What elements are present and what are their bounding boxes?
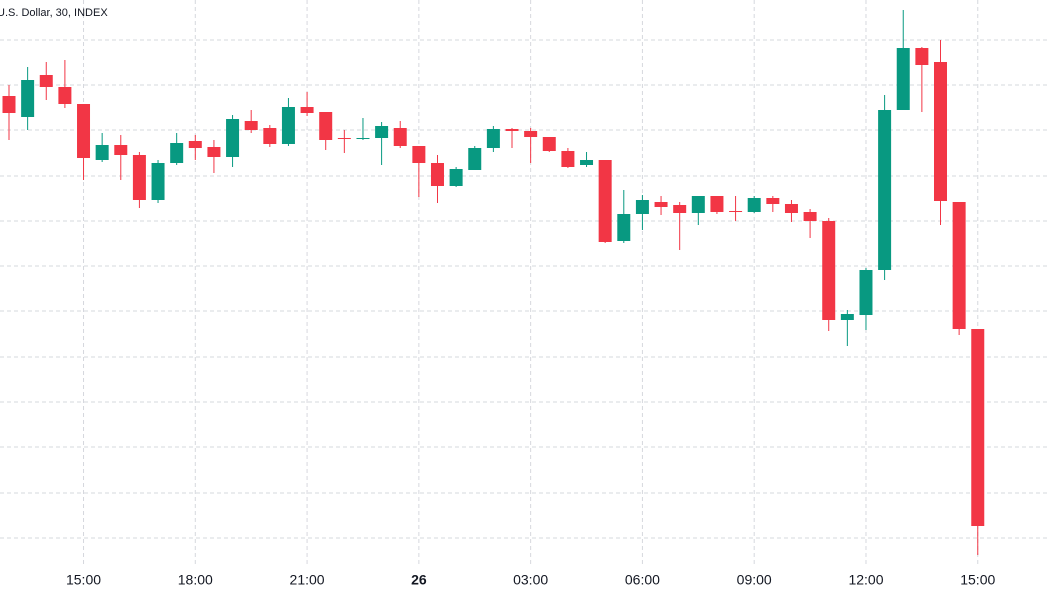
candle-body <box>580 160 594 165</box>
candle-body <box>393 128 407 146</box>
candle-body <box>766 198 780 204</box>
candle-body <box>598 160 612 242</box>
candle-body <box>561 151 575 167</box>
candle-body <box>822 221 836 320</box>
candle-body <box>2 96 16 113</box>
candle-body <box>114 145 128 155</box>
candle-body <box>151 163 165 200</box>
candle-body <box>673 205 687 213</box>
candle-body <box>39 75 53 87</box>
candle-body <box>188 141 202 148</box>
candle-body <box>226 119 240 157</box>
candle-body <box>430 163 444 186</box>
candle-body <box>58 87 72 104</box>
candle-body <box>971 329 985 526</box>
x-tick-label: 21:00 <box>290 572 325 588</box>
x-tick-label: 03:00 <box>513 572 548 588</box>
candle-body <box>878 110 892 270</box>
candle-body <box>375 126 389 138</box>
candle-body <box>337 138 351 139</box>
chart-title: U.S. Dollar, 30, INDEX <box>0 7 108 19</box>
x-tick-label: 12:00 <box>848 572 883 588</box>
candle-body <box>300 107 314 113</box>
candle-body <box>635 200 649 214</box>
x-tick-label: 18:00 <box>178 572 213 588</box>
candle-body <box>934 62 947 201</box>
candle-body <box>710 196 724 212</box>
candle-body <box>784 204 798 213</box>
candle-body <box>486 129 500 148</box>
candle-body <box>21 80 35 117</box>
candle-body <box>859 270 873 315</box>
x-tick-label: 09:00 <box>737 572 772 588</box>
candle-body <box>542 137 556 151</box>
candle-body <box>263 128 277 144</box>
candle-body <box>803 212 817 221</box>
candle-body <box>505 129 519 131</box>
x-tick-label: 06:00 <box>625 572 660 588</box>
x-tick-label: 15:00 <box>960 572 995 588</box>
candle-body <box>952 202 966 329</box>
candle-body <box>524 131 538 137</box>
candle-body <box>132 155 146 200</box>
candle-body <box>207 147 221 157</box>
candle-body <box>95 145 109 160</box>
x-tick-label: 26 <box>411 572 427 588</box>
candle-body <box>449 169 463 186</box>
grid <box>0 0 1050 565</box>
x-tick-label: 15:00 <box>66 572 101 588</box>
candle-body <box>617 214 631 241</box>
candle-body <box>915 48 929 65</box>
candles <box>2 10 985 555</box>
candle-body <box>896 48 910 110</box>
candle-body <box>747 198 761 212</box>
candle-body <box>691 196 705 213</box>
candle-body <box>170 143 184 163</box>
candle-body <box>729 211 743 212</box>
candle-body <box>468 148 482 170</box>
candle-body <box>356 138 370 139</box>
candle-body <box>319 112 333 140</box>
candle-body <box>654 202 668 207</box>
candle-body <box>840 314 854 320</box>
candle-body <box>244 121 258 130</box>
candle-body <box>77 104 91 158</box>
candle-body <box>281 107 295 144</box>
candle-body <box>412 146 426 163</box>
